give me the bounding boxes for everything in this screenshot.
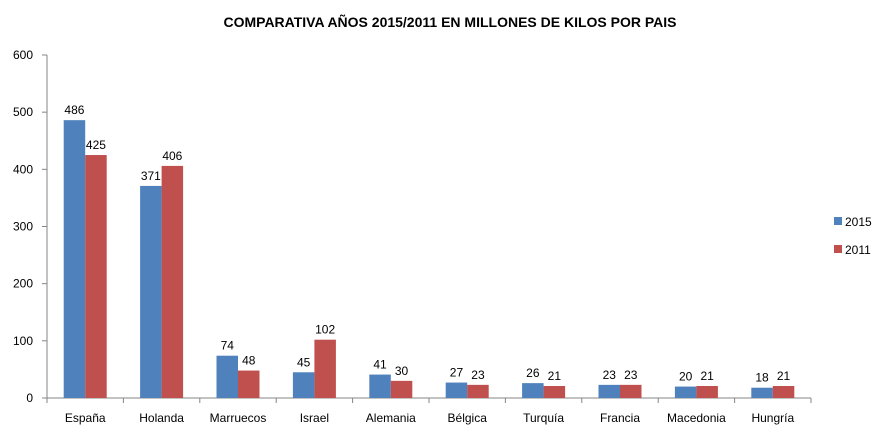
bar-2015 <box>674 386 697 398</box>
bar-2011 <box>772 385 795 398</box>
chart-title: COMPARATIVA AÑOS 2015/2011 EN MILLONES D… <box>223 13 676 30</box>
data-label: 21 <box>777 369 791 383</box>
legend: 2015 2011 <box>834 215 872 257</box>
data-label: 74 <box>221 339 235 353</box>
x-tick-label: Marruecos <box>210 411 267 425</box>
x-tick-label: España <box>65 411 106 425</box>
bar-2011 <box>696 385 718 398</box>
bar-2015 <box>292 372 315 398</box>
data-label: 21 <box>700 369 714 383</box>
data-label: 26 <box>526 366 540 380</box>
legend-swatch-2011 <box>834 245 842 253</box>
x-tick-label: Holanda <box>139 411 184 425</box>
data-label: 45 <box>297 355 311 369</box>
bar-2015 <box>140 185 162 398</box>
bar-2011 <box>620 384 642 398</box>
legend-label: 2011 <box>845 243 871 257</box>
data-label: 41 <box>373 358 387 372</box>
y-tick-label: 0 <box>26 391 33 405</box>
bar-2011 <box>390 380 413 398</box>
y-tick-label: 100 <box>13 334 33 348</box>
bar-2015 <box>522 383 544 398</box>
bar-2011 <box>543 385 566 398</box>
legend-label: 2015 <box>845 215 872 229</box>
y-tick-label: 500 <box>13 105 33 119</box>
data-label: 21 <box>548 369 562 383</box>
y-tick-label: 200 <box>13 277 33 291</box>
bar-2015 <box>369 374 391 398</box>
data-label: 27 <box>450 366 464 380</box>
data-label: 425 <box>86 138 106 152</box>
data-label: 486 <box>64 103 84 117</box>
x-tick-label: Hungría <box>751 411 794 425</box>
data-label: 18 <box>755 371 769 385</box>
data-label: 20 <box>679 370 693 384</box>
x-tick-label: Bélgica <box>448 411 488 425</box>
x-tick-label: Alemania <box>366 411 416 425</box>
x-tick-label: Francia <box>600 411 640 425</box>
bar-2011 <box>314 339 336 398</box>
data-label: 406 <box>162 149 182 163</box>
data-label: 23 <box>471 368 485 382</box>
legend-swatch-2015 <box>834 217 842 225</box>
bar-2011 <box>161 165 184 398</box>
y-tick-label: 300 <box>13 220 33 234</box>
bar-2015 <box>63 120 86 399</box>
y-tick-label: 600 <box>13 48 33 62</box>
data-label: 102 <box>315 323 335 337</box>
bar-2011 <box>467 384 489 398</box>
bar-2015 <box>216 355 238 398</box>
bar-2011 <box>238 370 260 398</box>
data-label: 23 <box>624 368 638 382</box>
bar-2011 <box>85 155 107 398</box>
bar-2015 <box>751 387 773 398</box>
data-label: 30 <box>395 364 409 378</box>
data-label: 23 <box>603 368 617 382</box>
x-tick-label: Turquía <box>523 411 564 425</box>
x-tick-label: Macedonia <box>667 411 726 425</box>
bar-2015 <box>445 382 468 398</box>
bar-2015 <box>598 384 620 398</box>
y-tick-label: 400 <box>13 162 33 176</box>
data-label: 371 <box>141 169 161 183</box>
data-label: 48 <box>242 354 256 368</box>
x-tick-label: Israel <box>300 411 329 425</box>
